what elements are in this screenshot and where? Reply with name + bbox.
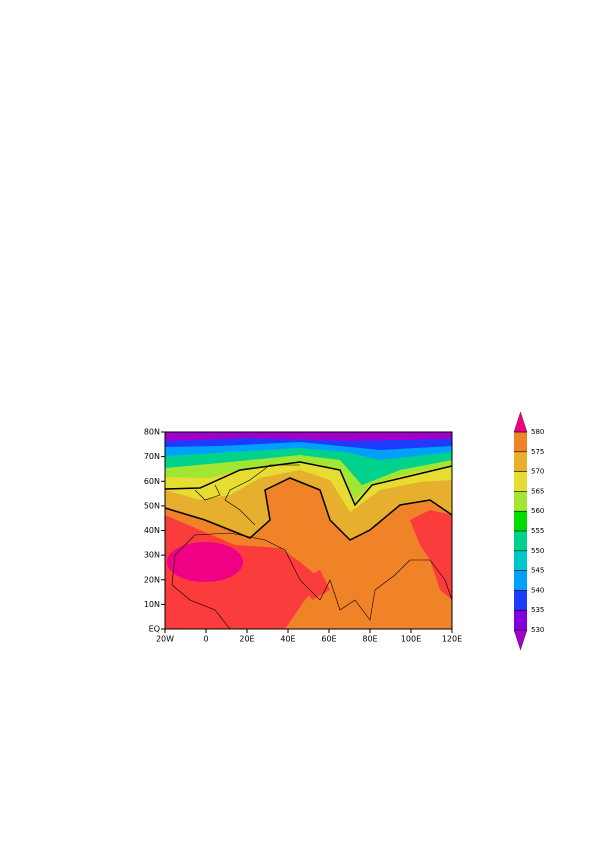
colorbar-label: 575 xyxy=(531,448,544,456)
colorbar-box xyxy=(514,491,527,512)
y-tick-label: 20N xyxy=(144,575,160,584)
y-tick-label: 80N xyxy=(144,428,160,437)
colorbar-box xyxy=(514,590,527,611)
colorbar-label: 540 xyxy=(531,586,544,594)
colorbar-box xyxy=(514,570,527,591)
colorbar-label: 550 xyxy=(531,547,544,555)
y-tick-label: 40N xyxy=(144,526,160,535)
colorbar-box xyxy=(514,471,527,492)
colorbar-box xyxy=(514,610,527,630)
colorbar-box xyxy=(514,432,527,452)
y-tick-label: 10N xyxy=(144,600,160,609)
colorbar-box xyxy=(514,511,527,531)
colorbar-label: 560 xyxy=(531,507,544,515)
x-tick-label: 20W xyxy=(156,635,174,644)
y-tick-label: 60N xyxy=(144,477,160,486)
colorbar: 530 535 540 545 550 555 560 565 570 575 580 xyxy=(513,411,544,651)
y-tick-label: 30N xyxy=(144,551,160,560)
x-tick-label: 20E xyxy=(239,635,254,644)
map-fill xyxy=(165,432,452,629)
x-tick-label: 40E xyxy=(280,635,295,644)
x-tick-label: 100E xyxy=(401,635,421,644)
x-tick-label: 60E xyxy=(321,635,336,644)
colorbar-label: 580 xyxy=(531,428,544,436)
colorbar-box xyxy=(514,531,527,551)
axes: 20W 0 20E 40E 60E 80E 100E 120E EQ 10N 20N 30N 40N 50… xyxy=(144,428,462,644)
colorbar-label: 535 xyxy=(531,606,544,614)
colorbar-label: 565 xyxy=(531,487,544,495)
colorbar-end xyxy=(513,629,528,651)
colorbar-label: 555 xyxy=(531,527,544,535)
y-tick-label: 70N xyxy=(144,452,160,461)
colorbar-end xyxy=(513,411,528,433)
colorbar-label: 530 xyxy=(531,626,544,634)
x-tick-label: 80E xyxy=(362,635,377,644)
colorbar-box xyxy=(514,451,527,472)
colorbar-label: 545 xyxy=(531,567,544,575)
y-tick-label: EQ xyxy=(149,625,160,634)
x-tick-label: 120E xyxy=(442,635,462,644)
colorbar-label: 570 xyxy=(531,468,544,476)
colorbar-box xyxy=(514,550,527,571)
x-tick-label: 0 xyxy=(203,635,208,644)
y-tick-label: 50N xyxy=(144,501,160,510)
